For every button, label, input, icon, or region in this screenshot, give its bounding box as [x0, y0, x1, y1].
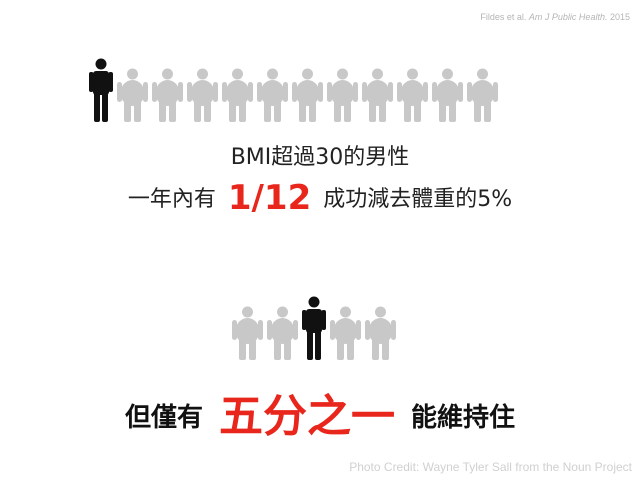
citation-year: 2015 [609, 12, 630, 22]
overweight-person-icon [257, 68, 288, 126]
headline-success-rate: 一年內有 1/12 成功減去體重的5% [0, 178, 640, 218]
overweight-person-icon [327, 68, 358, 126]
success-suffix: 成功減去體重的5% [323, 187, 513, 212]
maintain-suffix: 能維持住 [411, 403, 516, 433]
figure-row-top [89, 58, 498, 126]
success-fraction: 1/12 [227, 178, 312, 218]
overweight-person-icon [467, 68, 498, 126]
citation: Fildes et al. Am J Public Health. 2015 [480, 12, 630, 22]
figure-row-bottom [232, 296, 396, 364]
overweight-person-icon [117, 68, 148, 126]
overweight-person-icon [330, 306, 361, 364]
overweight-person-icon [397, 68, 428, 126]
overweight-person-icon [232, 306, 263, 364]
overweight-person-icon [222, 68, 253, 126]
overweight-person-icon [365, 306, 396, 364]
maintain-fraction: 五分之一 [219, 391, 395, 442]
headline-bmi: BMI超過30的男性 [230, 145, 410, 170]
overweight-person-icon [152, 68, 183, 126]
photo-credit: Photo Credit: Wayne Tyler Sall from the … [349, 460, 632, 474]
slim-person-icon [302, 296, 326, 364]
maintain-prefix: 但僅有 [124, 403, 203, 433]
overweight-person-icon [267, 306, 298, 364]
overweight-person-icon [432, 68, 463, 126]
overweight-person-icon [292, 68, 323, 126]
overweight-person-icon [362, 68, 393, 126]
headline-maintain: 但僅有 五分之一 能維持住 [0, 380, 640, 444]
overweight-person-icon [187, 68, 218, 126]
slim-person-icon [89, 58, 113, 126]
citation-authors: Fildes et al. [480, 12, 527, 22]
citation-journal: Am J Public Health. [528, 12, 608, 22]
success-prefix: 一年內有 [127, 187, 216, 212]
